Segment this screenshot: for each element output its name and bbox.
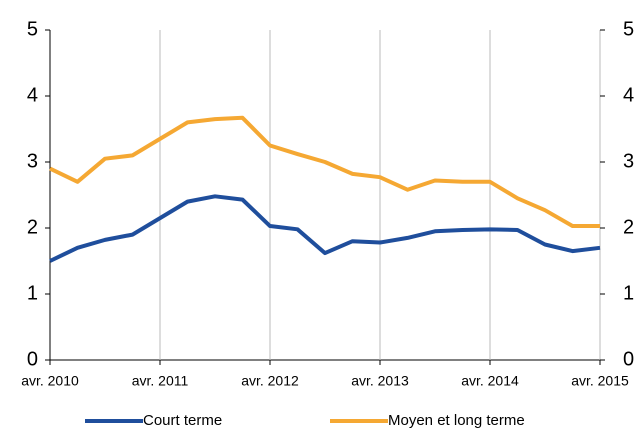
x-tick-label: avr. 2013: [351, 373, 409, 389]
series-line: [49, 194, 601, 263]
y2-tick-label: 2: [623, 216, 634, 238]
y2-tick-label: 5: [623, 18, 634, 40]
y2-tick-label: 3: [623, 150, 634, 172]
y-tick-label: 0: [27, 348, 38, 370]
x-tick-label: avr. 2012: [241, 373, 299, 389]
y-tick-label: 2: [27, 216, 38, 238]
y2-tick-label: 1: [623, 282, 634, 304]
y-tick-label: 1: [27, 282, 38, 304]
y-tick-label: 5: [27, 18, 38, 40]
x-tick-label: avr. 2010: [21, 373, 79, 389]
y2-tick-label: 0: [623, 348, 634, 370]
x-tick-label: avr. 2014: [461, 373, 519, 389]
legend-label: Court terme: [143, 412, 222, 429]
y2-tick-label: 4: [623, 84, 634, 106]
series-line: [49, 115, 600, 229]
legend-label: Moyen et long terme: [388, 412, 525, 429]
y-tick-label: 3: [27, 150, 38, 172]
x-tick-label: avr. 2015: [571, 373, 629, 389]
y-tick-label: 4: [27, 84, 38, 106]
x-tick-label: avr. 2011: [132, 373, 189, 389]
